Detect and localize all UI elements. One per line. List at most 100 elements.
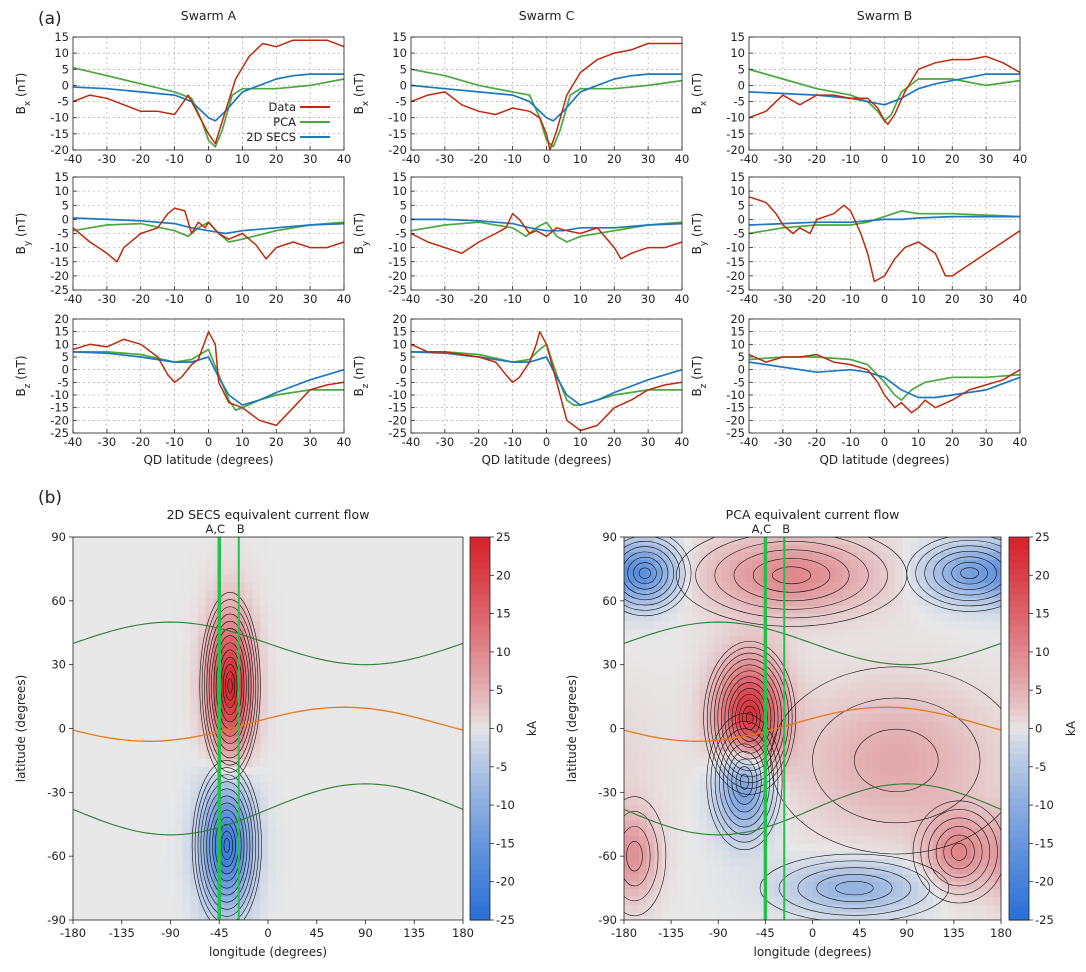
heatmap-cell xyxy=(676,889,685,898)
heatmap-cell xyxy=(221,605,230,615)
heatmap-cell xyxy=(714,759,723,768)
heatmap-cell xyxy=(624,782,633,791)
heatmap-cell xyxy=(268,743,277,753)
heatmap-cell xyxy=(439,651,448,661)
heatmap-cell xyxy=(722,559,731,569)
heatmap-cell xyxy=(631,759,640,768)
heatmap-cell xyxy=(400,805,409,814)
heatmap-cell xyxy=(96,766,105,776)
heatmap-cell xyxy=(408,559,417,569)
heatmap-cell xyxy=(699,690,708,699)
contour-ring xyxy=(222,664,238,708)
heatmap-cell xyxy=(205,559,214,569)
heatmap-cell xyxy=(252,667,261,676)
heatmap-cell xyxy=(322,659,331,668)
y-tick-label: 5 xyxy=(400,350,407,364)
heatmap-cell xyxy=(782,866,791,875)
heatmap-cell xyxy=(639,720,648,730)
y-tick-label: -15 xyxy=(388,255,407,269)
heatmap-cell xyxy=(314,759,324,768)
heatmap-cell xyxy=(744,789,753,799)
heatmap-cell xyxy=(767,789,776,799)
heatmap-cell xyxy=(392,636,402,645)
heatmap-cell xyxy=(96,858,105,867)
heatmap-cell xyxy=(236,759,246,768)
heatmap-cell xyxy=(729,759,738,768)
heatmap-cell xyxy=(774,728,783,737)
heatmap-cell xyxy=(447,728,456,737)
heatmap-cell xyxy=(135,835,144,844)
heatmap-cell xyxy=(782,759,791,768)
x-tick-label: -10 xyxy=(503,292,522,306)
colorbar-step xyxy=(470,696,490,704)
heatmap-cell xyxy=(624,866,633,875)
heatmap-cell xyxy=(190,613,199,622)
heatmap-cell xyxy=(827,889,836,898)
heatmap-cell xyxy=(431,805,441,814)
heatmap-cell xyxy=(699,897,708,906)
heatmap-cell xyxy=(820,621,829,630)
heatmap-cell xyxy=(850,789,859,799)
heatmap-cell xyxy=(151,835,160,844)
heatmap-cell xyxy=(455,766,463,776)
heatmap-cell xyxy=(684,782,693,791)
heatmap-cell xyxy=(346,820,355,829)
heatmap-cell xyxy=(820,552,829,561)
heatmap-cell xyxy=(676,759,685,768)
heatmap-cell xyxy=(112,881,121,890)
heatmap-cell xyxy=(714,690,723,699)
heatmap-cell xyxy=(699,904,708,913)
heatmap-cell xyxy=(385,674,394,684)
heatmap-cell xyxy=(424,613,433,622)
heatmap-cell xyxy=(416,912,425,920)
heatmap-cell xyxy=(119,705,129,714)
heatmap-cell xyxy=(789,774,799,783)
heatmap-cell xyxy=(244,720,253,730)
heatmap-cell xyxy=(314,598,324,607)
heatmap-cell xyxy=(104,590,113,599)
heatmap-cell xyxy=(346,805,355,814)
heatmap-cell xyxy=(737,866,746,875)
x-tick-label: 0 xyxy=(205,435,212,449)
heatmap-cell xyxy=(190,544,199,553)
heatmap-cell xyxy=(112,912,121,920)
contour-ring xyxy=(212,809,242,882)
heatmap-cell xyxy=(431,605,441,615)
heatmap-cell xyxy=(887,697,897,707)
heatmap-cell xyxy=(646,644,655,653)
y-tick-label: 0 xyxy=(738,78,745,92)
heatmap-cell xyxy=(283,628,292,638)
heatmap-cell xyxy=(88,651,97,661)
heatmap-cell xyxy=(857,659,866,668)
x-tick-label: -40 xyxy=(402,152,421,166)
heatmap-cell xyxy=(330,659,339,668)
heatmap-cell xyxy=(143,720,152,730)
heatmap-cell xyxy=(112,835,121,844)
heatmap-cell xyxy=(639,697,648,707)
heatmap-cell xyxy=(369,575,378,584)
heatmap-cell xyxy=(827,904,836,913)
heatmap-cell xyxy=(872,805,881,814)
y-tick-label: 0 xyxy=(62,78,69,92)
heatmap-cell xyxy=(104,697,113,707)
heatmap-cell xyxy=(338,751,347,760)
legend-label-data: Data xyxy=(269,100,296,114)
heatmap-cell xyxy=(752,866,761,875)
heatmap-cell xyxy=(151,667,160,676)
heatmap-cell xyxy=(722,544,731,553)
y-tick-label: -15 xyxy=(50,127,69,141)
heatmap-cell xyxy=(392,544,402,553)
heatmap-cell xyxy=(244,797,253,806)
heatmap-cell xyxy=(424,881,433,890)
heatmap-cell xyxy=(699,751,708,760)
colorbar-step xyxy=(470,651,490,659)
heatmap-cell xyxy=(299,582,308,592)
heatmap-cell xyxy=(127,621,136,630)
heatmap-cell xyxy=(439,682,448,691)
heatmap-cell xyxy=(353,605,363,615)
heatmap-cell xyxy=(699,674,708,684)
heatmap-cell xyxy=(639,851,648,860)
heatmap-cell xyxy=(299,728,308,737)
heatmap-cell xyxy=(820,774,829,783)
heatmap-cell xyxy=(744,843,753,852)
